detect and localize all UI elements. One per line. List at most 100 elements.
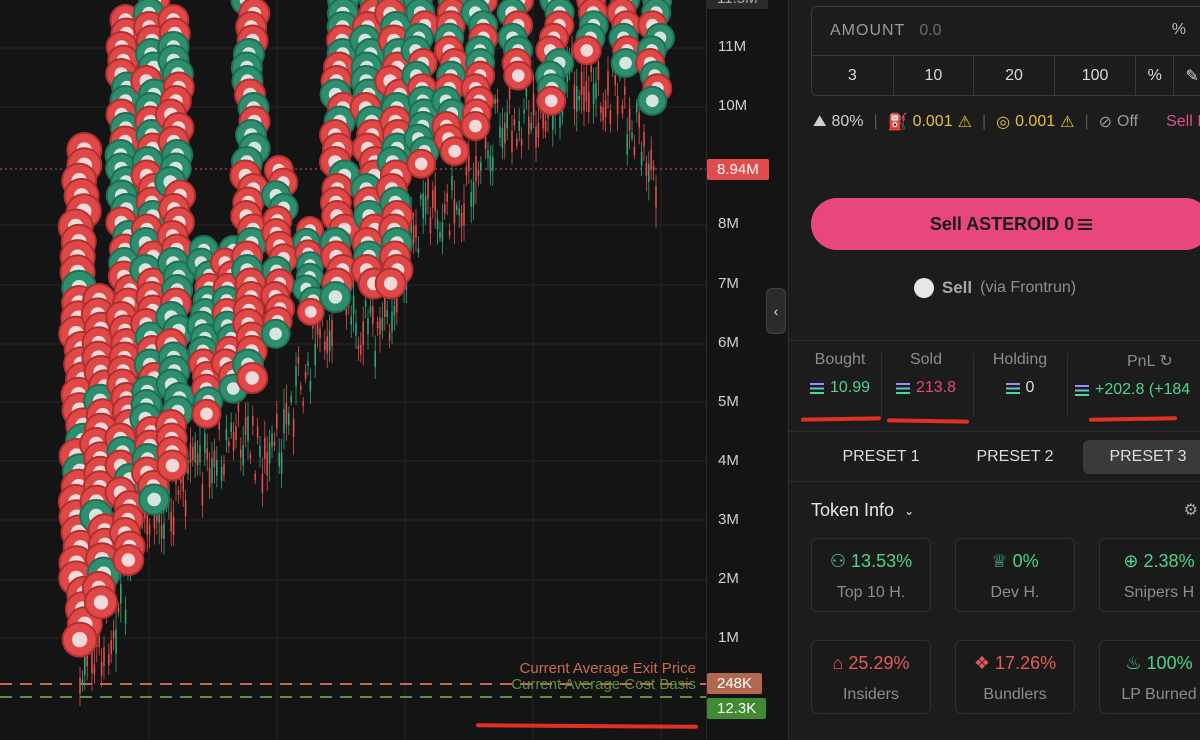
candle [376, 321, 379, 329]
candle [369, 306, 372, 314]
candle [626, 134, 628, 155]
candle [544, 121, 547, 132]
frontrun-sell-button[interactable]: Sell (via Frontrun) [789, 278, 1200, 298]
annotation-underline [800, 416, 882, 422]
candle [331, 320, 333, 347]
quick-percent-button[interactable]: % [1136, 56, 1175, 95]
flame-icon: ♨ [1125, 653, 1142, 673]
token-info-card: ❖ 17.26% Bundlers [955, 640, 1075, 714]
settings-icon[interactable]: ⚙ [1183, 502, 1198, 519]
priority-fee-setting[interactable]: ⛽ 0.001 ⚠ [887, 113, 972, 131]
top-price-tag: 11.5M [707, 0, 768, 9]
stat-sold: Sold 213.8 [885, 351, 967, 397]
candle [194, 442, 196, 463]
collapse-panel-button[interactable]: ‹ [766, 288, 786, 334]
candle [115, 629, 117, 654]
amount-label: AMOUNT [830, 22, 906, 39]
candle [326, 336, 328, 353]
candle [285, 403, 288, 425]
bribe-setting[interactable]: ◎ 0.001 ⚠ [996, 113, 1075, 131]
candle [177, 490, 180, 495]
candle [206, 448, 208, 460]
candle [465, 166, 468, 176]
candle [379, 317, 381, 335]
chart-canvas[interactable] [0, 0, 706, 740]
candle [244, 417, 247, 435]
price-tick: 6M [718, 334, 739, 351]
price-tick: 4M [718, 452, 739, 469]
candle [578, 96, 580, 101]
sell-button[interactable]: Sell ASTEROID 0 [811, 198, 1200, 250]
candle [640, 151, 643, 166]
price-tick: 10M [718, 97, 748, 114]
price-chart[interactable]: Current Average Exit Price Current Avera… [0, 0, 706, 740]
quick-amount-button[interactable]: 20 [974, 56, 1055, 95]
token-info-card: ♕ 0% Dev H. [955, 538, 1075, 612]
candle [508, 86, 511, 100]
slippage-setting[interactable]: ⛰ 80% [813, 113, 864, 130]
sell-init-link[interactable]: Sell In [1166, 113, 1200, 130]
stat-pnl[interactable]: PnL ↻ +202.8 (+184 [1075, 351, 1200, 399]
candle [108, 653, 110, 666]
candle [535, 126, 537, 148]
amount-percent-toggle[interactable]: % [1171, 21, 1186, 38]
candle [204, 433, 206, 454]
candle [470, 192, 472, 207]
shield-off-icon: ⊘ [1098, 114, 1113, 131]
edit-icon[interactable]: ✎ [1185, 67, 1199, 85]
candle [602, 107, 604, 121]
chevron-down-icon: ⌄ [904, 503, 915, 518]
price-tick: 7M [718, 275, 739, 292]
price-axis[interactable]: 11.5M 11M 10M 8.94M 8M 7M 6M 5M 4M 3M 2M… [706, 0, 786, 740]
trade-marker-avatar [269, 327, 282, 341]
candle [297, 356, 300, 364]
trade-marker-avatar [147, 492, 161, 507]
candle [216, 459, 218, 476]
trade-settings[interactable]: ⛰80% | ⛽0.001⚠ | ◎0.001⚠ | ⊘Off Sell In [813, 112, 1200, 132]
candle [242, 444, 244, 466]
candle [249, 454, 252, 459]
candle [199, 444, 201, 463]
amount-input[interactable]: AMOUNT 0.0 % [811, 6, 1200, 56]
candle [148, 524, 151, 535]
candle [86, 647, 88, 667]
candle [417, 248, 420, 254]
candle [607, 71, 609, 96]
candle [372, 306, 374, 324]
candle [93, 664, 96, 675]
quick-amount-button[interactable]: 10 [894, 56, 975, 95]
tab-preset-3[interactable]: PRESET 3 [1083, 440, 1200, 474]
candle [124, 609, 127, 624]
candle [112, 631, 115, 639]
trade-marker-avatar [544, 94, 558, 108]
candle [208, 468, 211, 488]
candle [232, 432, 235, 451]
candle [614, 75, 616, 85]
sol-icon [809, 382, 824, 394]
quick-amount-button[interactable]: 3 [812, 56, 894, 95]
candle [288, 413, 290, 425]
refresh-icon[interactable]: ↻ [1159, 353, 1173, 370]
candle [516, 138, 518, 146]
stat-bought: Bought 10.99 [799, 351, 881, 397]
candle [655, 185, 657, 208]
trade-marker-avatar [511, 69, 525, 82]
candle [463, 203, 465, 226]
cost-basis-tag: 12.3K [707, 698, 767, 719]
token-info-card: ⊕ 2.38% Snipers H [1099, 538, 1200, 612]
price-tick: 1M [718, 629, 739, 646]
tab-preset-2[interactable]: PRESET 2 [976, 448, 1054, 465]
candle [648, 164, 650, 182]
candle [98, 635, 100, 648]
candle [211, 457, 213, 484]
candle [595, 82, 597, 99]
candle [84, 653, 86, 675]
mev-setting[interactable]: ⊘ Off [1098, 113, 1139, 131]
candle [496, 98, 499, 104]
tab-preset-1[interactable]: PRESET 1 [842, 448, 920, 465]
candle [494, 99, 496, 104]
quick-amount-button[interactable]: 100 [1055, 56, 1137, 95]
token-info-toggle[interactable]: Token Info ⌄ [811, 500, 915, 520]
candle [588, 92, 590, 113]
candle [391, 311, 393, 333]
